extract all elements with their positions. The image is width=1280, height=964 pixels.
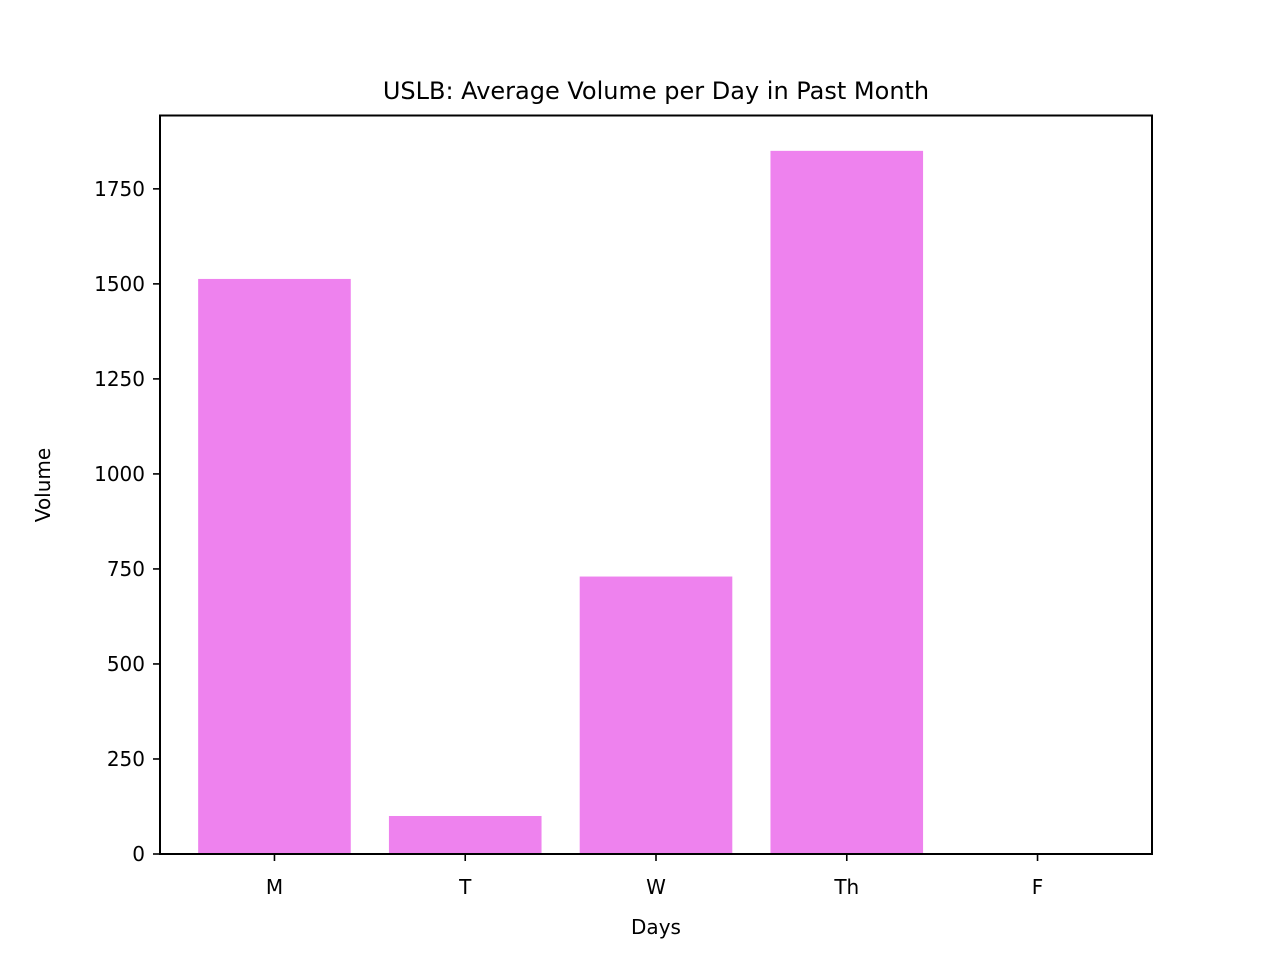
x-axis-label: Days (631, 915, 681, 939)
y-tick-label: 1000 (94, 462, 145, 486)
y-tick-label: 750 (107, 557, 145, 581)
bar-w (579, 576, 733, 854)
x-tick-label: M (266, 875, 283, 899)
x-tick-label: W (646, 875, 666, 899)
y-tick-label: 250 (107, 747, 145, 771)
bars-group (198, 150, 924, 854)
bar-m (198, 278, 351, 854)
y-tick-label: 0 (132, 842, 145, 866)
bar-th (770, 150, 924, 854)
x-axis-ticks: M T W Th F (266, 854, 1043, 899)
x-tick-label: F (1032, 875, 1044, 899)
x-tick-label: Th (833, 875, 859, 899)
plot-frame (159, 114, 1153, 855)
y-axis-label: Volume (31, 448, 55, 522)
y-tick-label: 1500 (94, 272, 145, 296)
y-tick-label: 500 (107, 652, 145, 676)
y-tick-label: 1750 (94, 177, 145, 201)
y-axis-ticks: 0 250 500 750 1000 1250 1500 1750 (94, 177, 160, 866)
bar-t (388, 815, 542, 854)
chart-title: USLB: Average Volume per Day in Past Mon… (383, 77, 929, 105)
y-tick-label: 1250 (94, 367, 145, 391)
x-tick-label: T (458, 875, 472, 899)
